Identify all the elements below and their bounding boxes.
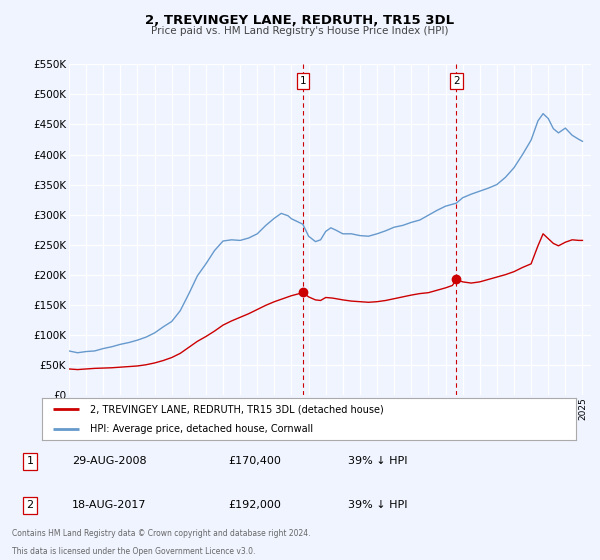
Text: 2, TREVINGEY LANE, REDRUTH, TR15 3DL (detached house): 2, TREVINGEY LANE, REDRUTH, TR15 3DL (de…: [90, 404, 384, 414]
Text: 1: 1: [299, 76, 306, 86]
Text: 39% ↓ HPI: 39% ↓ HPI: [348, 456, 407, 466]
Text: 2, TREVINGEY LANE, REDRUTH, TR15 3DL: 2, TREVINGEY LANE, REDRUTH, TR15 3DL: [145, 14, 455, 27]
Text: £192,000: £192,000: [228, 501, 281, 510]
Text: Price paid vs. HM Land Registry's House Price Index (HPI): Price paid vs. HM Land Registry's House …: [151, 26, 449, 36]
Text: 39% ↓ HPI: 39% ↓ HPI: [348, 501, 407, 510]
Text: HPI: Average price, detached house, Cornwall: HPI: Average price, detached house, Corn…: [90, 424, 313, 434]
Text: 1: 1: [26, 456, 34, 466]
Text: Contains HM Land Registry data © Crown copyright and database right 2024.: Contains HM Land Registry data © Crown c…: [12, 529, 311, 538]
Text: This data is licensed under the Open Government Licence v3.0.: This data is licensed under the Open Gov…: [12, 547, 256, 556]
Text: £170,400: £170,400: [228, 456, 281, 466]
Text: 29-AUG-2008: 29-AUG-2008: [72, 456, 146, 466]
Text: 18-AUG-2017: 18-AUG-2017: [72, 501, 146, 510]
Text: 2: 2: [26, 501, 34, 510]
Text: 2: 2: [453, 76, 460, 86]
